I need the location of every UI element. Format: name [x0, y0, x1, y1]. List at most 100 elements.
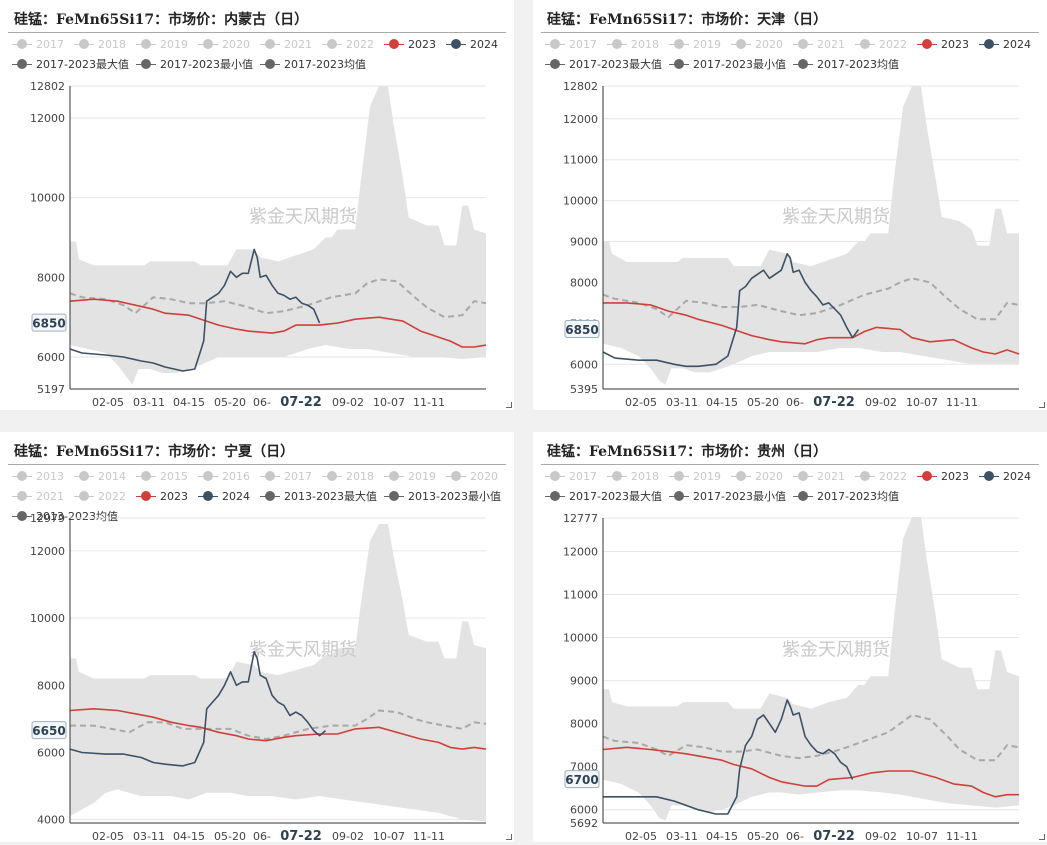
- legend-label: 2018: [98, 37, 126, 51]
- average-line: [70, 709, 487, 740]
- legend-item[interactable]: 2017: [545, 466, 597, 486]
- resize-handle[interactable]: [1039, 834, 1045, 840]
- legend-item[interactable]: 2019: [669, 34, 721, 54]
- legend-item[interactable]: 2017-2023最小值: [669, 486, 786, 506]
- legend-marker-icon: [12, 39, 32, 49]
- legend-item[interactable]: 2015: [136, 466, 188, 486]
- y-tick-label: 6000: [37, 746, 65, 759]
- chart-panel-guizhou: 硅锰：FeMn65Si17：市场价：贵州（日） 2017 2018 2019 2020…: [533, 432, 1047, 842]
- series-2024-line: [603, 699, 854, 815]
- legend-marker-icon: [731, 39, 751, 49]
- x-tick-label: 02-05: [625, 396, 657, 409]
- y-tick-label: 12000: [563, 113, 598, 126]
- legend-marker-icon: [322, 39, 342, 49]
- legend-item[interactable]: 2021: [12, 486, 64, 506]
- y-tick-label: 8000: [37, 679, 65, 692]
- legend-item[interactable]: 2016: [198, 466, 250, 486]
- legend-item[interactable]: 2017-2023最小值: [136, 54, 253, 74]
- legend-item[interactable]: 2020: [446, 466, 498, 486]
- legend-item[interactable]: 2020: [198, 34, 250, 54]
- legend-label: 2020: [755, 37, 783, 51]
- legend-item[interactable]: 2021: [260, 34, 312, 54]
- legend-item[interactable]: 2017-2023最大值: [545, 486, 662, 506]
- legend-marker-icon: [260, 59, 280, 69]
- y-tick-label: 6000: [37, 351, 65, 364]
- legend-item[interactable]: 2017-2023最大值: [545, 54, 662, 74]
- legend-item[interactable]: 2022: [74, 486, 126, 506]
- y-value-highlight-box: [31, 313, 67, 332]
- legend-label: 2017-2023均值: [284, 58, 366, 71]
- resize-handle[interactable]: [506, 402, 512, 408]
- resize-handle[interactable]: [1039, 402, 1045, 408]
- legend-item[interactable]: 2017-2023均值: [793, 54, 899, 74]
- resize-handle[interactable]: [506, 834, 512, 840]
- legend-item[interactable]: 2017-2023均值: [260, 54, 366, 74]
- legend-label: 2021: [284, 37, 312, 51]
- legend-label: 2024: [470, 37, 498, 51]
- legend-item[interactable]: 2013-2023均值: [12, 506, 118, 526]
- legend-label: 2020: [470, 469, 498, 483]
- legend-item[interactable]: 2024: [198, 486, 250, 506]
- legend-marker-icon: [731, 471, 751, 481]
- series-2023-line: [602, 746, 1019, 798]
- legend-item[interactable]: 2019: [136, 34, 188, 54]
- legend-item[interactable]: 2022: [855, 34, 907, 54]
- legend-item[interactable]: 2017: [12, 34, 64, 54]
- x-tick-label: 06-: [786, 830, 804, 842]
- legend-item[interactable]: 2020: [731, 34, 783, 54]
- legend-item[interactable]: 2023: [917, 466, 969, 486]
- legend-item[interactable]: 2024: [979, 34, 1031, 54]
- legend-label: 2021: [817, 469, 845, 483]
- x-tick-label: 05-20: [214, 830, 246, 842]
- legend-item[interactable]: 2017-2023最大值: [12, 54, 129, 74]
- legend-item[interactable]: 2014: [74, 466, 126, 486]
- legend-marker-icon: [12, 491, 32, 501]
- legend-item[interactable]: 2022: [322, 34, 374, 54]
- legend-item[interactable]: 2024: [979, 466, 1031, 486]
- legend-marker-icon: [12, 471, 32, 481]
- series-2023-line: [603, 302, 1020, 355]
- legend-item[interactable]: 2018: [607, 34, 659, 54]
- max-min-band: [603, 86, 1019, 385]
- legend-label: 2016: [222, 469, 250, 483]
- legend-marker-icon: [446, 39, 466, 49]
- legend-item[interactable]: 2018: [607, 466, 659, 486]
- legend-item[interactable]: 2022: [855, 466, 907, 486]
- legend-item[interactable]: 2023: [384, 34, 436, 54]
- x-tick-label: 09-02: [332, 396, 364, 409]
- legend-item[interactable]: 2021: [793, 34, 845, 54]
- legend-marker-icon: [322, 471, 342, 481]
- y-tick-label: 10000: [30, 192, 65, 205]
- legend-item[interactable]: 2020: [731, 466, 783, 486]
- legend-label: 2017: [569, 37, 597, 51]
- legend-item[interactable]: 2013: [12, 466, 64, 486]
- legend-item[interactable]: 2017: [545, 34, 597, 54]
- legend-label: 2014: [98, 469, 126, 483]
- legend-item[interactable]: 2017-2023最小值: [669, 54, 786, 74]
- y-tick-label: 6000: [570, 358, 598, 371]
- legend-item[interactable]: 2019: [669, 466, 721, 486]
- legend-marker-icon: [384, 491, 404, 501]
- legend-marker-icon: [260, 491, 280, 501]
- legend-item[interactable]: 2017-2023均值: [793, 486, 899, 506]
- legend-item[interactable]: 2013-2023最大值: [260, 486, 377, 506]
- legend-item[interactable]: 2018: [74, 34, 126, 54]
- title-divider: [541, 464, 1039, 465]
- legend-marker-icon: [198, 491, 218, 501]
- legend-item[interactable]: 2018: [322, 466, 374, 486]
- legend-item[interactable]: 2013-2023最小值: [384, 486, 501, 506]
- legend-marker-icon: [136, 491, 156, 501]
- legend-item[interactable]: 2023: [917, 34, 969, 54]
- legend-item[interactable]: 2021: [793, 466, 845, 486]
- x-tick-label: 03-11: [666, 396, 698, 409]
- legend-item[interactable]: 2024: [446, 34, 498, 54]
- legend-item[interactable]: 2017: [260, 466, 312, 486]
- legend-marker-icon: [793, 491, 813, 501]
- chart-title: 硅锰：FeMn65Si17：市场价：内蒙古（日）: [14, 12, 309, 28]
- chart-title: 硅锰：FeMn65Si17：市场价：贵州（日）: [547, 444, 828, 460]
- legend-item[interactable]: 2023: [136, 486, 188, 506]
- y-tick-label: 10000: [30, 612, 65, 625]
- legend-item[interactable]: 2019: [384, 466, 436, 486]
- legend-label: 2022: [98, 489, 126, 503]
- y-tick-label: 5197: [37, 383, 65, 396]
